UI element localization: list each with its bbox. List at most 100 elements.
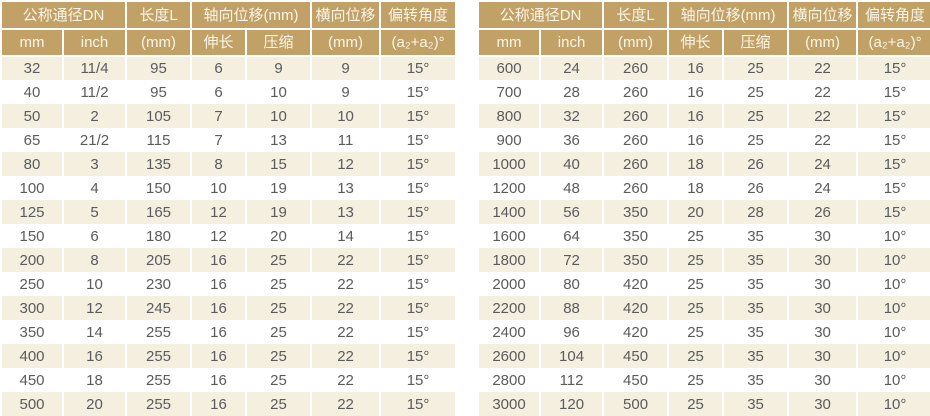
cell-extension: 16 bbox=[190, 248, 248, 272]
cell-angle: 15° bbox=[856, 176, 930, 200]
cell-angle: 15° bbox=[379, 272, 458, 296]
cell-lateral: 24 bbox=[787, 152, 859, 176]
cell-length: 95 bbox=[125, 80, 193, 104]
cell-extension: 10 bbox=[190, 176, 248, 200]
cell-angle: 15° bbox=[856, 80, 930, 104]
cell-dn-inch: 88 bbox=[539, 296, 605, 320]
cell-dn-mm: 700 bbox=[477, 80, 542, 104]
cell-dn-mm: 600 bbox=[477, 56, 542, 80]
table-row: 500 20 255 16 25 22 15° bbox=[0, 392, 458, 416]
cell-dn-mm: 2000 bbox=[477, 272, 542, 296]
cell-extension: 7 bbox=[190, 128, 248, 152]
cell-extension: 16 bbox=[667, 56, 725, 80]
cell-lateral: 30 bbox=[787, 272, 859, 296]
cell-angle: 15° bbox=[379, 392, 458, 416]
cell-length: 95 bbox=[125, 56, 193, 80]
table-row: 3000 120 500 25 35 30 10° bbox=[477, 392, 930, 416]
cell-dn-inch: 20 bbox=[61, 392, 128, 416]
cell-compression: 13 bbox=[245, 128, 313, 152]
cell-angle: 15° bbox=[379, 200, 458, 224]
cell-lateral: 22 bbox=[310, 320, 382, 344]
cell-compression: 35 bbox=[722, 248, 790, 272]
table-body: 32 11/4 95 6 9 9 15° 40 11/2 95 6 10 9 15° 50 2 105 7 10 10… bbox=[0, 56, 458, 416]
cell-compression: 35 bbox=[722, 368, 790, 392]
cell-dn-mm: 800 bbox=[477, 104, 542, 128]
cell-extension: 25 bbox=[667, 344, 725, 368]
cell-dn-mm: 2600 bbox=[477, 344, 542, 368]
table-body: 600 24 260 16 25 22 15° 700 28 260 16 25 22 15° 800 32 2… bbox=[477, 56, 930, 416]
cell-dn-inch: 96 bbox=[539, 320, 605, 344]
table-row: 1200 48 260 18 26 24 15° bbox=[477, 176, 930, 200]
cell-dn-inch: 6 bbox=[61, 224, 128, 248]
cell-angle: 15° bbox=[379, 80, 458, 104]
cell-dn-inch: 112 bbox=[539, 368, 605, 392]
cell-extension: 16 bbox=[190, 296, 248, 320]
cell-compression: 25 bbox=[245, 368, 313, 392]
cell-dn-mm: 80 bbox=[0, 152, 64, 176]
header-deflection-angle: 偏转角度 bbox=[379, 0, 458, 30]
cell-dn-mm: 300 bbox=[0, 296, 64, 320]
cell-lateral: 14 bbox=[310, 224, 382, 248]
cell-angle: 15° bbox=[379, 344, 458, 368]
table-row: 2800 112 450 25 35 30 10° bbox=[477, 368, 930, 392]
cell-lateral: 22 bbox=[310, 272, 382, 296]
table-row: 150 6 180 12 20 14 15° bbox=[0, 224, 458, 248]
cell-dn-inch: 28 bbox=[539, 80, 605, 104]
cell-length: 500 bbox=[602, 392, 670, 416]
cell-extension: 18 bbox=[667, 176, 725, 200]
cell-compression: 26 bbox=[722, 152, 790, 176]
table-row: 400 16 255 16 25 22 15° bbox=[0, 344, 458, 368]
cell-compression: 35 bbox=[722, 296, 790, 320]
cell-compression: 25 bbox=[245, 296, 313, 320]
cell-compression: 19 bbox=[245, 176, 313, 200]
cell-dn-mm: 50 bbox=[0, 104, 64, 128]
cell-compression: 9 bbox=[245, 56, 313, 80]
cell-dn-inch: 56 bbox=[539, 200, 605, 224]
cell-lateral: 24 bbox=[787, 176, 859, 200]
cell-angle: 15° bbox=[379, 368, 458, 392]
cell-extension: 25 bbox=[667, 296, 725, 320]
cell-compression: 25 bbox=[722, 104, 790, 128]
cell-angle: 15° bbox=[379, 320, 458, 344]
cell-extension: 6 bbox=[190, 80, 248, 104]
table-row: 800 32 260 16 25 22 15° bbox=[477, 104, 930, 128]
cell-length: 105 bbox=[125, 104, 193, 128]
table-row: 900 36 260 16 25 22 15° bbox=[477, 128, 930, 152]
cell-lateral: 30 bbox=[787, 368, 859, 392]
cell-dn-mm: 1800 bbox=[477, 248, 542, 272]
table-header: 公称通径DN 长度L 轴向位移(mm) 横向位移 偏转角度 mm inch (m… bbox=[477, 0, 930, 57]
cell-lateral: 9 bbox=[310, 80, 382, 104]
cell-compression: 10 bbox=[245, 104, 313, 128]
cell-length: 450 bbox=[602, 368, 670, 392]
cell-angle: 15° bbox=[379, 152, 458, 176]
cell-length: 350 bbox=[602, 200, 670, 224]
cell-lateral: 22 bbox=[310, 392, 382, 416]
cell-dn-mm: 40 bbox=[0, 80, 64, 104]
cell-dn-mm: 100 bbox=[0, 176, 64, 200]
cell-extension: 16 bbox=[667, 128, 725, 152]
cell-extension: 12 bbox=[190, 224, 248, 248]
cell-compression: 35 bbox=[722, 344, 790, 368]
cell-angle: 15° bbox=[856, 104, 930, 128]
cell-angle: 15° bbox=[379, 224, 458, 248]
cell-length: 255 bbox=[125, 392, 193, 416]
cell-angle: 15° bbox=[856, 200, 930, 224]
cell-compression: 35 bbox=[722, 272, 790, 296]
cell-compression: 25 bbox=[722, 80, 790, 104]
cell-length: 165 bbox=[125, 200, 193, 224]
cell-angle: 15° bbox=[856, 56, 930, 80]
cell-extension: 8 bbox=[190, 152, 248, 176]
cell-dn-inch: 16 bbox=[61, 344, 128, 368]
cell-compression: 28 bbox=[722, 200, 790, 224]
header-angle-unit: (a₂+a₂)° bbox=[856, 28, 930, 57]
cell-lateral: 10 bbox=[310, 104, 382, 128]
header-axial-displacement: 轴向位移(mm) bbox=[190, 0, 313, 30]
cell-dn-inch: 120 bbox=[539, 392, 605, 416]
cell-lateral: 13 bbox=[310, 176, 382, 200]
header-lateral-unit: (mm) bbox=[310, 28, 382, 57]
cell-angle: 10° bbox=[856, 368, 930, 392]
cell-angle: 10° bbox=[856, 296, 930, 320]
cell-compression: 25 bbox=[722, 56, 790, 80]
cell-angle: 10° bbox=[856, 248, 930, 272]
